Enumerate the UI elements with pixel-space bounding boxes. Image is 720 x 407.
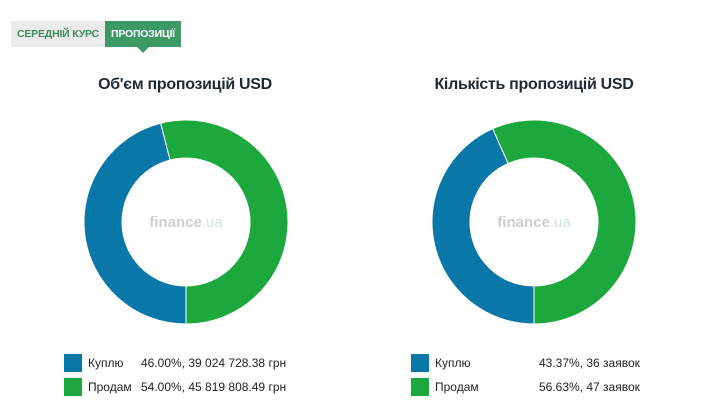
legend-swatch-buy [64, 354, 82, 372]
legend-label-buy-count: Куплю [435, 356, 471, 370]
donut-slice-sell[interactable] [492, 120, 636, 324]
chart-title-volume: Об'єм пропозицій USD [98, 76, 272, 93]
legend-label-buy: Куплю [88, 356, 124, 370]
legend-label-sell: Продам [88, 380, 132, 394]
donut-slice-buy[interactable] [432, 128, 535, 324]
legend-item-buy-count [411, 354, 429, 372]
donut-chart-count: finance.ua [432, 120, 636, 324]
legend-swatch-buy-count [411, 354, 429, 372]
donut-slice-buy[interactable] [84, 122, 187, 324]
legend-item-sell-count [411, 378, 429, 396]
chart-title-count: Кількість пропозицій USD [434, 76, 634, 93]
legend-value-buy: 46.00%, 39 024 728.38 грн [141, 356, 287, 370]
watermark-logo: finance.ua [149, 214, 223, 231]
tab-average-rate[interactable]: СЕРЕДНІЙ КУРС [11, 21, 105, 47]
legend-item-sell [64, 378, 82, 396]
legend-label-sell-count: Продам [435, 380, 479, 394]
legend-value-buy-count: 43.37%, 36 заявок [539, 356, 640, 370]
tab-offers[interactable]: ПРОПОЗИЦІЇ [104, 21, 181, 53]
donut-chart-volume: finance.ua [84, 120, 288, 324]
legend-value-sell: 54.00%, 45 819 808.49 грн [141, 380, 287, 394]
legend-item-buy [64, 354, 82, 372]
legend-swatch-sell-count [411, 378, 429, 396]
legend-value-sell-count: 56.63%, 47 заявок [539, 380, 640, 394]
legend-swatch-sell [64, 378, 82, 396]
donut-slice-sell[interactable] [160, 120, 288, 324]
tab-bar: СЕРЕДНІЙ КУРС ПРОПОЗИЦІЇ [11, 21, 181, 53]
watermark-logo: finance.ua [497, 214, 571, 231]
